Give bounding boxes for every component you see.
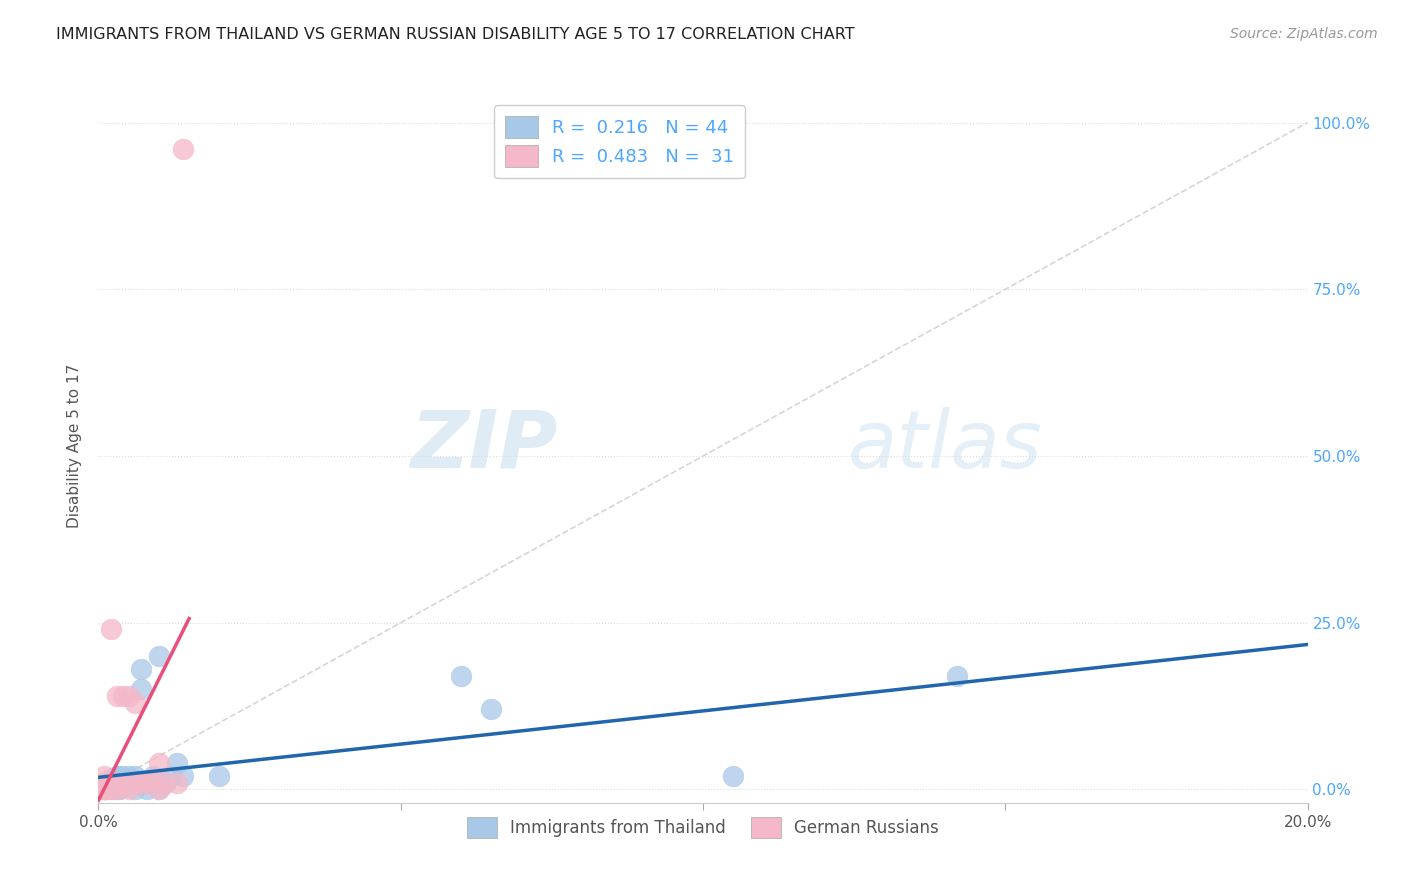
Point — [93, 782, 115, 797]
Point — [103, 776, 125, 790]
Point — [87, 782, 110, 797]
Point — [96, 782, 118, 797]
Point — [148, 782, 170, 797]
Point — [124, 696, 146, 710]
Point — [135, 776, 157, 790]
Point — [93, 782, 115, 797]
Point — [142, 776, 165, 790]
Point — [166, 756, 188, 770]
Point — [93, 776, 115, 790]
Point — [208, 769, 231, 783]
Point — [87, 782, 110, 797]
Point — [111, 772, 134, 787]
Point — [124, 776, 146, 790]
Point — [153, 776, 176, 790]
Point — [153, 776, 176, 790]
Point — [124, 782, 146, 797]
Point — [87, 782, 110, 797]
Point — [135, 782, 157, 797]
Point — [105, 776, 128, 790]
Point — [723, 769, 745, 783]
Point — [105, 782, 128, 797]
Legend: Immigrants from Thailand, German Russians: Immigrants from Thailand, German Russian… — [460, 811, 946, 845]
Point — [135, 776, 157, 790]
Point — [87, 782, 110, 797]
Text: ZIP: ZIP — [411, 407, 558, 485]
Point — [111, 776, 134, 790]
Text: atlas: atlas — [848, 407, 1043, 485]
Point — [96, 782, 118, 797]
Point — [118, 689, 141, 703]
Point — [148, 756, 170, 770]
Y-axis label: Disability Age 5 to 17: Disability Age 5 to 17 — [67, 364, 83, 528]
Point — [87, 782, 110, 797]
Point — [100, 776, 122, 790]
Point — [166, 776, 188, 790]
Point — [93, 782, 115, 797]
Point — [87, 782, 110, 797]
Point — [481, 702, 503, 716]
Point — [100, 782, 122, 797]
Point — [100, 772, 122, 787]
Point — [105, 782, 128, 797]
Point — [90, 782, 112, 797]
Point — [87, 782, 110, 797]
Point — [129, 662, 152, 676]
Point — [93, 769, 115, 783]
Point — [100, 776, 122, 790]
Point — [946, 669, 969, 683]
Point — [129, 776, 152, 790]
Point — [105, 769, 128, 783]
Point — [100, 623, 122, 637]
Text: IMMIGRANTS FROM THAILAND VS GERMAN RUSSIAN DISABILITY AGE 5 TO 17 CORRELATION CH: IMMIGRANTS FROM THAILAND VS GERMAN RUSSI… — [56, 27, 855, 42]
Point — [118, 769, 141, 783]
Point — [105, 769, 128, 783]
Point — [148, 649, 170, 664]
Point — [100, 782, 122, 797]
Point — [142, 769, 165, 783]
Point — [87, 782, 110, 797]
Point — [160, 769, 183, 783]
Point — [118, 772, 141, 787]
Point — [118, 782, 141, 797]
Point — [124, 769, 146, 783]
Point — [90, 782, 112, 797]
Point — [93, 782, 115, 797]
Point — [129, 682, 152, 697]
Point — [111, 689, 134, 703]
Point — [148, 782, 170, 797]
Point — [111, 769, 134, 783]
Point — [105, 689, 128, 703]
Point — [172, 142, 194, 156]
Point — [111, 776, 134, 790]
Text: Source: ZipAtlas.com: Source: ZipAtlas.com — [1230, 27, 1378, 41]
Point — [100, 776, 122, 790]
Point — [118, 776, 141, 790]
Point — [105, 776, 128, 790]
Point — [93, 776, 115, 790]
Point — [124, 776, 146, 790]
Point — [108, 782, 131, 797]
Point — [172, 769, 194, 783]
Point — [450, 669, 472, 683]
Point — [93, 782, 115, 797]
